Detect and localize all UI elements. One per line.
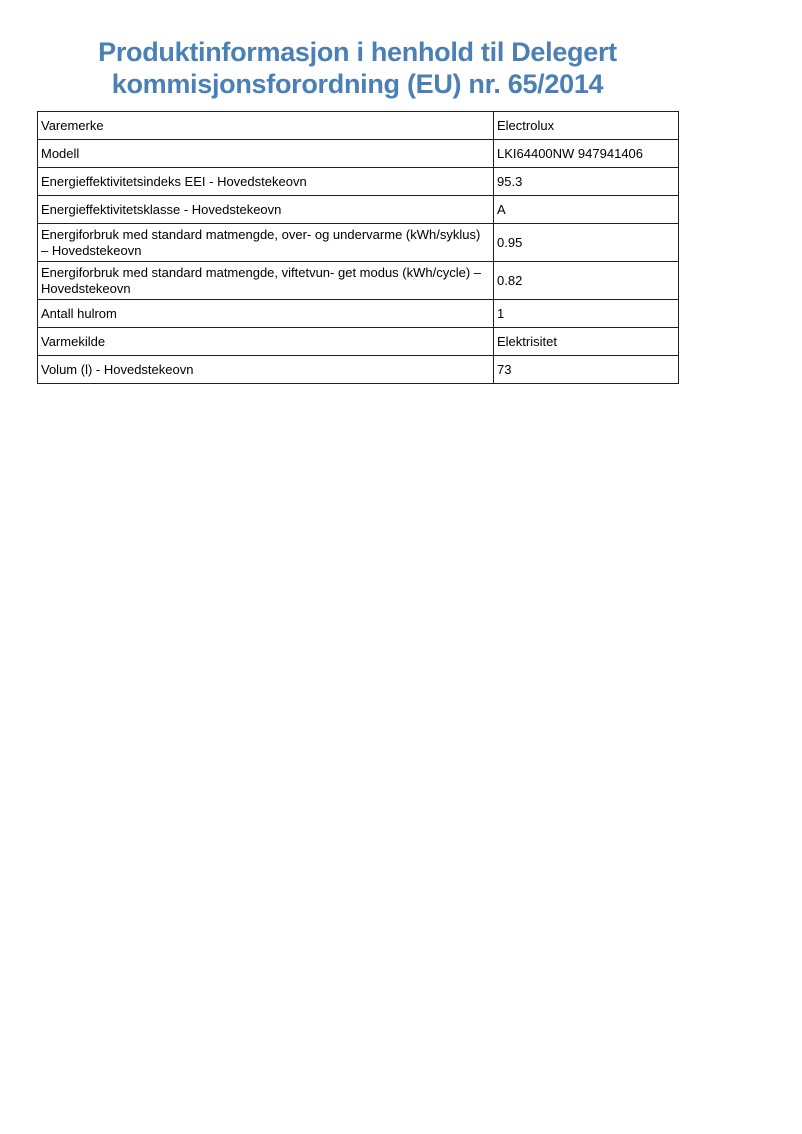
property-value-cell: 1	[493, 299, 679, 328]
property-label-cell: Antall hulrom	[37, 299, 494, 328]
property-label-cell: Energiforbruk med standard matmengde, ov…	[37, 223, 494, 262]
table-row: Modell LKI64400NW 947941406	[37, 139, 679, 168]
page-title-line-2: kommisjonsforordning (EU) nr. 65/2014	[111, 69, 604, 99]
property-value-cell: 0.95	[493, 223, 679, 262]
table-row: Energiforbruk med standard matmengde, ov…	[37, 223, 679, 262]
product-info-table: Varemerke Electrolux Modell LKI64400NW 9…	[37, 111, 679, 384]
property-label-cell: Energieffektivitetsindeks EEI - Hovedste…	[37, 167, 494, 196]
document-content: Produktinformasjon i henhold til Deleger…	[37, 36, 679, 384]
property-label-cell: Varmekilde	[37, 327, 494, 356]
property-label-cell: Varemerke	[37, 111, 494, 140]
table-row: Varemerke Electrolux	[37, 111, 679, 140]
property-value-cell: Elektrisitet	[493, 327, 679, 356]
property-label-cell: Volum (l) - Hovedstekeovn	[37, 355, 494, 384]
table-row: Varmekilde Elektrisitet	[37, 327, 679, 356]
table-row: Energieffektivitetsindeks EEI - Hovedste…	[37, 167, 679, 196]
property-value-cell: 95.3	[493, 167, 679, 196]
property-label-cell: Energieffektivitetsklasse - Hovedstekeov…	[37, 195, 494, 224]
table-row: Antall hulrom 1	[37, 299, 679, 328]
property-value-cell: Electrolux	[493, 111, 679, 140]
property-value-cell: 73	[493, 355, 679, 384]
property-label-cell: Modell	[37, 139, 494, 168]
page-title-line-1: Produktinformasjon i henhold til Deleger…	[98, 37, 617, 67]
table-row: Energiforbruk med standard matmengde, vi…	[37, 261, 679, 300]
property-label-cell: Energiforbruk med standard matmengde, vi…	[37, 261, 494, 300]
property-value-cell: LKI64400NW 947941406	[493, 139, 679, 168]
page-title: Produktinformasjon i henhold til Deleger…	[37, 36, 678, 100]
property-value-cell: A	[493, 195, 679, 224]
table-row: Energieffektivitetsklasse - Hovedstekeov…	[37, 195, 679, 224]
table-row: Volum (l) - Hovedstekeovn 73	[37, 355, 679, 384]
property-value-cell: 0.82	[493, 261, 679, 300]
